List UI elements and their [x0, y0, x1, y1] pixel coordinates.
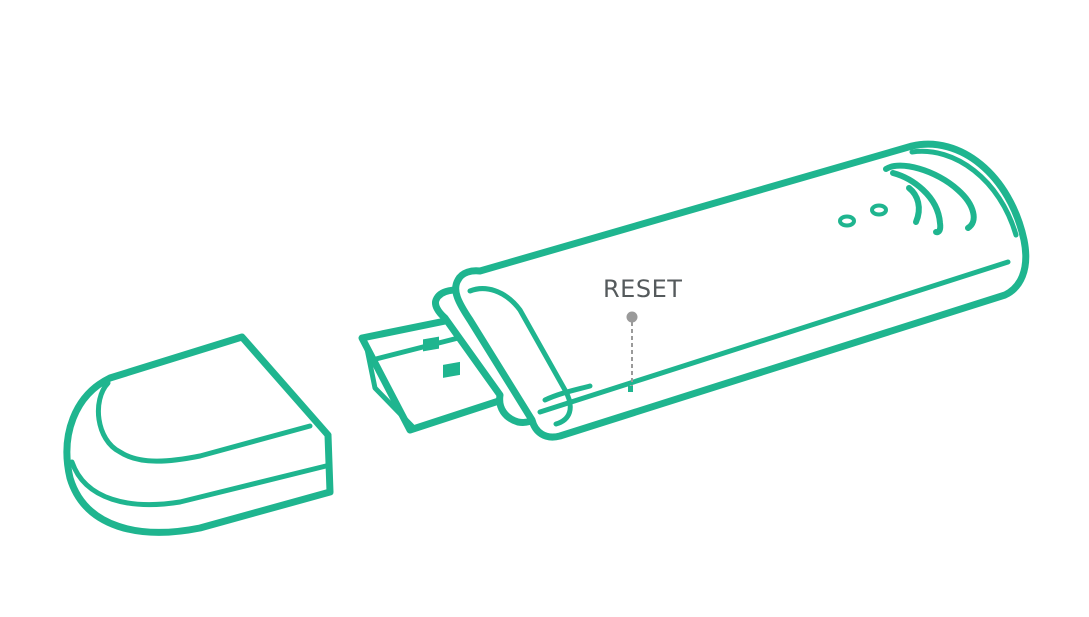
reset-callout-leader — [626, 311, 638, 392]
usb-body — [452, 140, 1030, 441]
wireless-signal-icon — [883, 162, 977, 236]
status-led-icon — [838, 203, 888, 228]
usb-cap — [63, 333, 334, 536]
reset-label: RESET — [603, 275, 683, 303]
reset-pinhole — [628, 386, 633, 392]
